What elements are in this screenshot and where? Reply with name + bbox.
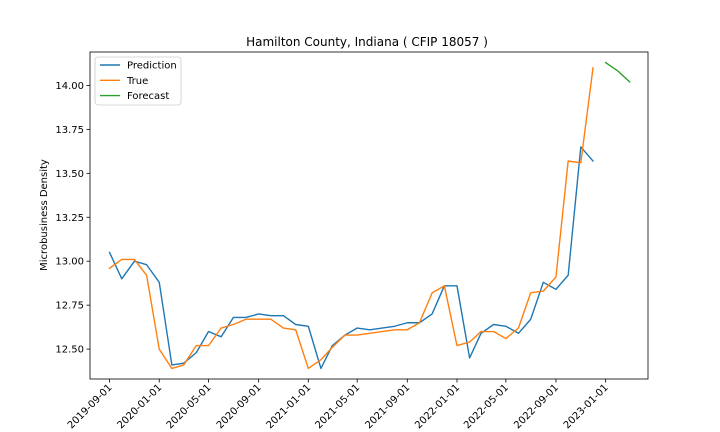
legend-box xyxy=(94,56,182,106)
y-tick-label: 14.00 xyxy=(55,81,84,92)
legend-label-forecast: Forecast xyxy=(127,91,169,102)
plot-area xyxy=(89,51,649,380)
legend-label-true: True xyxy=(126,76,148,87)
y-tick-label: 13.00 xyxy=(55,257,84,268)
legend: Prediction True Forecast xyxy=(94,56,182,106)
chart-title: Hamilton County, Indiana ( CFIP 18057 ) xyxy=(246,35,488,49)
series-line-forecast xyxy=(604,61,631,83)
series-line-prediction xyxy=(108,146,594,370)
series-line-true xyxy=(108,67,594,370)
series-layer xyxy=(108,61,631,370)
y-axis-title: Microbusiness Density xyxy=(39,159,50,271)
plot-frame xyxy=(89,51,649,380)
y-tick-label: 12.50 xyxy=(55,345,84,356)
y-tick-label: 13.75 xyxy=(55,125,84,136)
y-tick-label: 13.50 xyxy=(55,169,84,180)
y-tick-label: 12.75 xyxy=(55,301,84,312)
legend-label-prediction: Prediction xyxy=(127,61,177,72)
y-axis: 12.50 12.75 13.00 13.25 13.50 13.75 14.00 xyxy=(55,81,90,356)
y-tick-label: 13.25 xyxy=(55,213,84,224)
